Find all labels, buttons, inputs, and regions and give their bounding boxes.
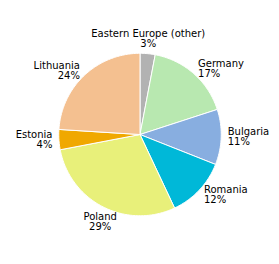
svg-text:Germany17%: Germany17%: [198, 58, 244, 79]
svg-text:Eastern Europe (other)3%: Eastern Europe (other)3%: [91, 28, 205, 49]
svg-text:Poland29%: Poland29%: [83, 211, 116, 232]
svg-text:Lithuania24%: Lithuania24%: [34, 60, 80, 81]
svg-text:Bulgaria11%: Bulgaria11%: [228, 126, 269, 147]
svg-text:Estonia4%: Estonia4%: [16, 129, 53, 150]
svg-text:Romania12%: Romania12%: [204, 184, 248, 205]
